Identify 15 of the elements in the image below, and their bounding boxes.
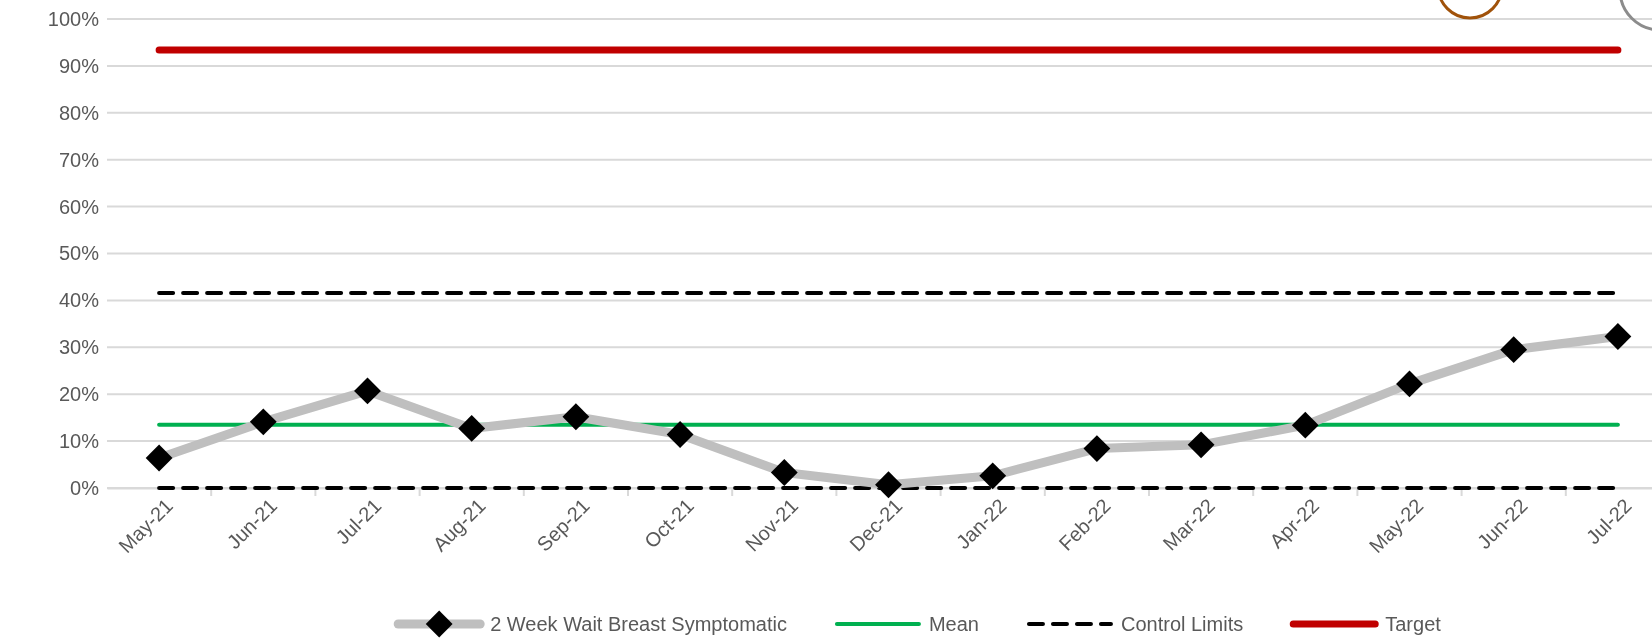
legend-label: 2 Week Wait Breast Symptomatic bbox=[490, 613, 787, 635]
y-tick-label: 100% bbox=[47, 7, 100, 30]
legend-label: Target bbox=[1385, 613, 1442, 635]
y-tick-label: 20% bbox=[58, 383, 100, 406]
y-tick-label: 10% bbox=[58, 430, 100, 452]
y-tick-label: 80% bbox=[58, 101, 100, 124]
y-tick-label: 40% bbox=[58, 289, 100, 312]
y-tick-label: 60% bbox=[58, 195, 100, 218]
y-tick-label: 50% bbox=[58, 242, 100, 265]
legend-label: Mean bbox=[928, 613, 979, 635]
y-tick-label: 0% bbox=[70, 476, 100, 499]
y-tick-label: 70% bbox=[58, 148, 100, 171]
y-tick-label: 90% bbox=[58, 54, 100, 77]
y-tick-label: 30% bbox=[58, 336, 100, 359]
legend-label: Control Limits bbox=[1120, 613, 1244, 635]
